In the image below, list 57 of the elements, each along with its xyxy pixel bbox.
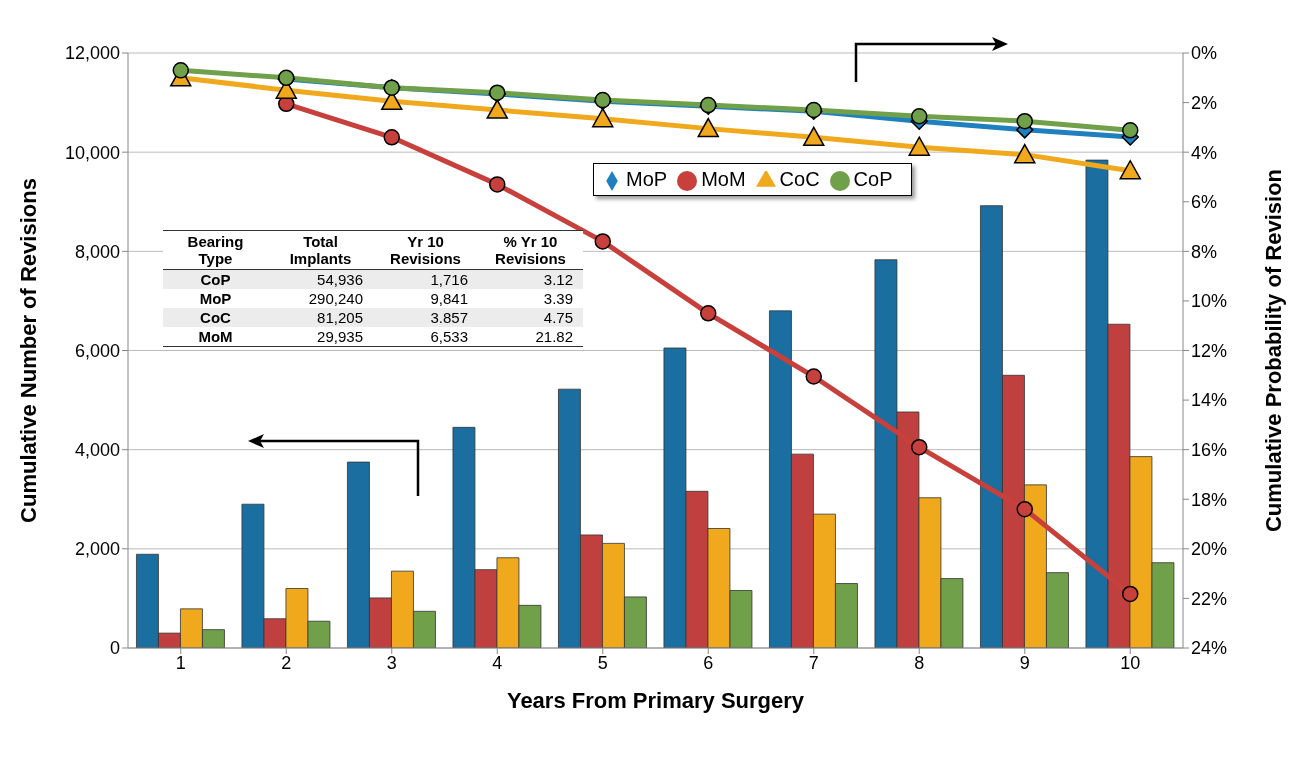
y-tick-label: 10,000 bbox=[64, 142, 120, 163]
y2-tick-label: 10% bbox=[1191, 291, 1228, 312]
x-tick-label: 10 bbox=[1120, 652, 1141, 673]
annotation: 1,716 bbox=[429, 270, 469, 289]
annotation: 290,240 bbox=[307, 289, 364, 308]
annotation: Total Implants bbox=[268, 230, 373, 270]
x-tick-label: 6 bbox=[703, 652, 714, 673]
y2-tick-label: 12% bbox=[1191, 340, 1228, 361]
y2-tick-label: 14% bbox=[1191, 390, 1228, 411]
y-tick-label: 8,000 bbox=[74, 241, 120, 262]
x-tick-label: 3 bbox=[386, 652, 397, 673]
y2-tick-label: 0% bbox=[1191, 43, 1218, 64]
y-tick-label: 4,000 bbox=[74, 440, 120, 461]
legend-label: CoC bbox=[779, 168, 820, 190]
annotation: 29,935 bbox=[316, 327, 364, 347]
annotation: 3.39 bbox=[542, 289, 574, 308]
annotation: CoC bbox=[199, 308, 232, 327]
annotation: 3.857 bbox=[429, 308, 469, 327]
annotation: 9,841 bbox=[429, 289, 469, 308]
y2-tick-label: 8% bbox=[1191, 241, 1218, 262]
x-tick-label: 2 bbox=[281, 652, 292, 673]
annotation: 4.75 bbox=[542, 308, 574, 327]
annotation: Bearing Type bbox=[163, 230, 268, 270]
y2-tick-label: 22% bbox=[1191, 588, 1228, 609]
y-tick-label: 0 bbox=[109, 638, 120, 659]
y-tick-label: 2,000 bbox=[74, 539, 120, 560]
x-tick-label: 7 bbox=[808, 652, 819, 673]
x-tick-label: 8 bbox=[914, 652, 925, 673]
y2-tick-label: 6% bbox=[1191, 192, 1218, 213]
y2-tick-label: 24% bbox=[1191, 638, 1228, 659]
y2-tick-label: 4% bbox=[1191, 142, 1218, 163]
y2-tick-label: 20% bbox=[1191, 539, 1228, 560]
annotation: 21.82 bbox=[534, 327, 574, 347]
y2-tick-label: 18% bbox=[1191, 489, 1228, 510]
annotation: MoP bbox=[198, 289, 233, 308]
y2-tick-label: 16% bbox=[1191, 440, 1228, 461]
annotation: % Yr 10 Revisions bbox=[478, 230, 583, 270]
annotation: MoM bbox=[197, 327, 234, 347]
y-tick-label: 6,000 bbox=[74, 340, 120, 361]
annotation: 81,205 bbox=[316, 308, 364, 327]
y2-tick-label: 2% bbox=[1191, 92, 1218, 113]
legend-label: CoP bbox=[853, 168, 893, 190]
x-tick-label: 4 bbox=[492, 652, 503, 673]
x-tick-label: 1 bbox=[175, 652, 186, 673]
x-tick-label: 5 bbox=[597, 652, 608, 673]
y-tick-label: 12,000 bbox=[64, 43, 120, 64]
x-axis-title: Years From Primary Surgery bbox=[506, 688, 805, 713]
annotation: 54,936 bbox=[316, 270, 364, 289]
annotation: CoP bbox=[199, 270, 232, 289]
annotation: Yr 10 Revisions bbox=[373, 230, 478, 270]
annotation: 6,533 bbox=[429, 327, 469, 347]
legend-label: MoM bbox=[701, 168, 746, 190]
x-tick-label: 9 bbox=[1019, 652, 1030, 673]
y2-axis-title: Cumulative Probability of Revision bbox=[1260, 168, 1286, 533]
legend-label: MoP bbox=[626, 168, 668, 190]
annotation: 3.12 bbox=[542, 270, 574, 289]
y-axis-title: Cumulative Number of Revisions bbox=[15, 178, 41, 523]
